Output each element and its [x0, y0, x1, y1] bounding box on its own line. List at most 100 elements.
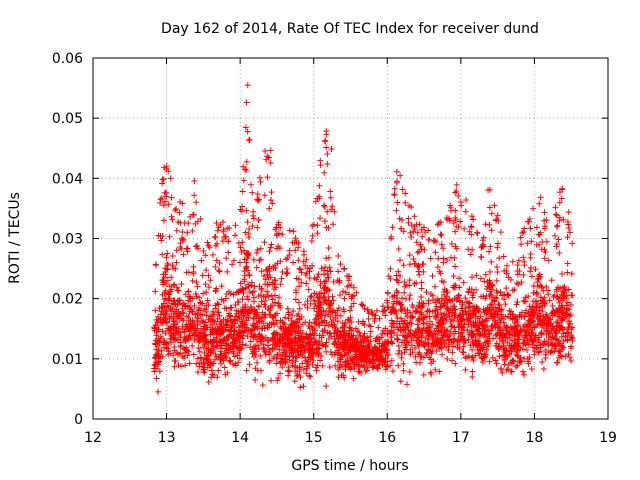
data-point	[376, 315, 383, 322]
data-point	[193, 293, 200, 300]
data-points	[151, 82, 576, 395]
data-point	[478, 354, 485, 361]
data-point	[259, 382, 266, 389]
data-point	[406, 329, 413, 336]
data-point	[224, 225, 231, 232]
data-point	[192, 291, 199, 298]
data-point	[295, 257, 302, 264]
data-point	[300, 383, 307, 390]
data-point	[511, 337, 518, 344]
data-point	[468, 286, 475, 293]
data-point	[409, 342, 416, 349]
data-point	[532, 297, 539, 304]
data-point	[359, 301, 366, 308]
data-point	[319, 341, 326, 348]
data-point	[482, 271, 489, 278]
data-point	[269, 200, 276, 207]
data-point	[416, 248, 423, 255]
data-point	[159, 291, 166, 298]
data-point	[230, 291, 237, 298]
data-point	[432, 249, 439, 256]
data-point	[564, 218, 571, 225]
data-point	[256, 257, 263, 264]
data-point	[197, 299, 204, 306]
data-point	[456, 297, 463, 304]
data-point	[545, 287, 552, 294]
data-point	[524, 322, 531, 329]
data-point	[213, 219, 220, 226]
data-point	[252, 351, 259, 358]
data-point	[528, 238, 535, 245]
data-point	[425, 336, 432, 343]
data-point	[458, 305, 465, 312]
data-point	[408, 204, 415, 211]
data-point	[191, 337, 198, 344]
data-point	[406, 277, 413, 284]
data-point	[506, 330, 513, 337]
data-point	[419, 304, 426, 311]
data-point	[383, 347, 390, 354]
data-point	[452, 207, 459, 214]
data-point	[465, 288, 472, 295]
data-point	[511, 319, 518, 326]
data-point	[282, 359, 289, 366]
data-point	[350, 284, 357, 291]
data-point	[311, 297, 318, 304]
data-point	[180, 317, 187, 324]
data-point	[323, 144, 330, 151]
data-point	[272, 226, 279, 233]
data-point	[503, 262, 510, 269]
data-point	[350, 300, 357, 307]
data-point	[193, 279, 200, 286]
data-point	[437, 218, 444, 225]
data-point	[479, 243, 486, 250]
data-point	[195, 344, 202, 351]
data-point	[501, 361, 508, 368]
data-point	[377, 352, 384, 359]
data-point	[342, 289, 349, 296]
data-point	[379, 308, 386, 315]
data-point	[224, 369, 231, 376]
data-point	[223, 255, 230, 262]
data-point	[300, 366, 307, 373]
data-point	[539, 239, 546, 246]
data-point	[529, 318, 536, 325]
data-point	[264, 271, 271, 278]
data-point	[389, 320, 396, 327]
data-point	[558, 302, 565, 309]
data-point	[533, 304, 540, 311]
data-point	[317, 162, 324, 169]
data-point	[460, 337, 467, 344]
data-point	[501, 348, 508, 355]
data-point	[295, 324, 302, 331]
data-point	[205, 284, 212, 291]
data-point	[185, 348, 192, 355]
data-point	[456, 284, 463, 291]
data-point	[253, 249, 260, 256]
data-point	[202, 252, 209, 259]
data-point	[152, 340, 159, 347]
data-point	[493, 340, 500, 347]
data-point	[168, 194, 175, 201]
data-point	[231, 257, 238, 264]
data-point	[331, 208, 338, 215]
data-point	[270, 314, 277, 321]
data-point	[203, 355, 210, 362]
data-point	[160, 176, 167, 183]
data-point	[514, 299, 521, 306]
data-point	[449, 349, 456, 356]
data-point	[244, 128, 251, 135]
data-point	[271, 299, 278, 306]
data-point	[388, 357, 395, 364]
data-point	[176, 209, 183, 216]
data-point	[232, 232, 239, 239]
data-point	[408, 234, 415, 241]
data-point	[324, 270, 331, 277]
data-point	[489, 354, 496, 361]
data-point	[541, 255, 548, 262]
data-point	[272, 292, 279, 299]
data-point	[325, 335, 332, 342]
data-point	[245, 296, 252, 303]
data-point	[346, 364, 353, 371]
data-point	[249, 322, 256, 329]
